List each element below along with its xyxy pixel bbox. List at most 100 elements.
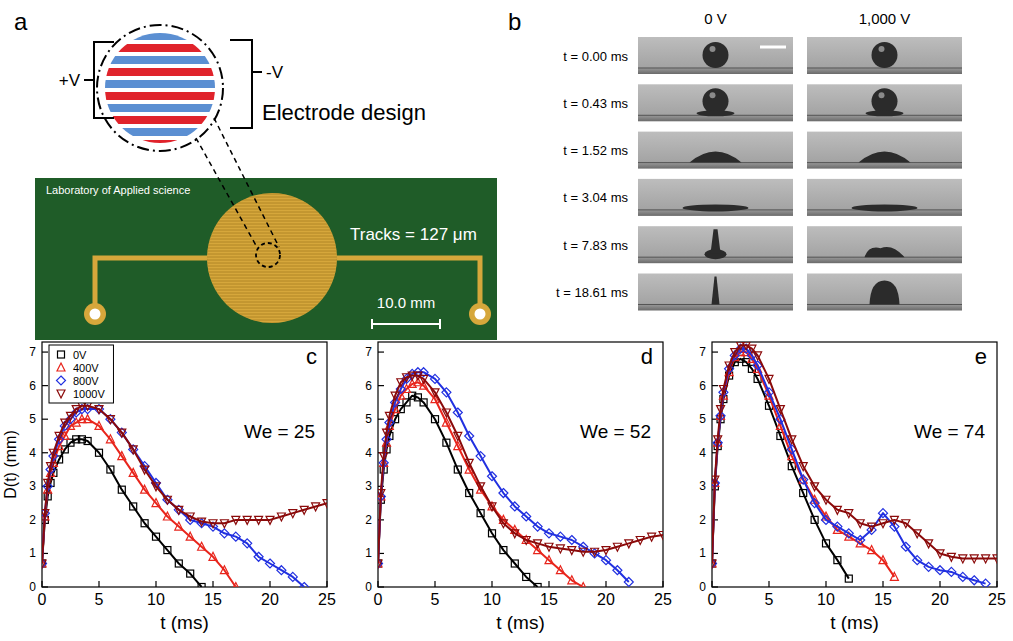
photo-frame xyxy=(638,132,793,169)
data-point xyxy=(844,529,853,538)
plot-frame xyxy=(42,342,327,587)
track xyxy=(200,257,345,258)
data-point xyxy=(466,490,473,497)
data-point xyxy=(970,576,979,585)
x-tick-label: 25 xyxy=(988,591,1006,608)
drop xyxy=(703,42,729,68)
track xyxy=(200,236,345,237)
drop xyxy=(870,281,900,305)
series-line xyxy=(378,376,663,564)
data-point xyxy=(590,549,599,558)
x-tick-label: 5 xyxy=(95,591,104,608)
data-point xyxy=(499,489,508,498)
data-point xyxy=(947,567,956,576)
panel-letter: b xyxy=(508,8,521,35)
data-point xyxy=(822,515,831,524)
data-point xyxy=(107,466,114,473)
x-tick-label: 15 xyxy=(540,591,558,608)
data-point xyxy=(913,556,922,565)
tracks-label: Tracks = 127 μm xyxy=(350,225,477,244)
y-tick-label: 1 xyxy=(365,546,372,560)
time-label: t = 1.52 ms xyxy=(563,143,628,158)
data-point xyxy=(454,466,461,473)
data-point xyxy=(788,436,796,444)
drop-jet xyxy=(711,229,721,253)
data-point xyxy=(936,550,944,558)
data-point xyxy=(624,577,633,586)
photo-frame xyxy=(638,37,793,74)
drop-jet xyxy=(712,277,720,305)
data-point xyxy=(44,479,52,487)
data-point xyxy=(197,519,206,528)
track xyxy=(200,323,345,324)
track xyxy=(200,284,345,285)
data-point xyxy=(719,385,727,393)
column-head: 1,000 V xyxy=(859,10,911,27)
minus-label: -V xyxy=(266,63,284,82)
track xyxy=(200,230,345,231)
y-tick-label: 2 xyxy=(29,513,36,527)
data-point xyxy=(731,349,739,357)
y-tick xyxy=(712,351,718,352)
track xyxy=(200,239,345,240)
track xyxy=(200,200,345,201)
data-point xyxy=(776,406,784,414)
data-point xyxy=(579,548,587,556)
drop xyxy=(683,204,749,211)
data-point xyxy=(811,516,818,523)
annotation: We = 74 xyxy=(914,421,985,442)
data-point xyxy=(810,499,819,508)
y-tick-label: 6 xyxy=(365,379,372,393)
time-label: t = 0.00 ms xyxy=(563,49,628,64)
x-tick-label: 15 xyxy=(874,591,892,608)
data-point xyxy=(72,406,80,414)
x-tick-label: 10 xyxy=(483,591,501,608)
plot-marks xyxy=(42,402,327,587)
y-tick-label: 6 xyxy=(699,379,706,393)
data-point xyxy=(476,452,485,461)
series-line xyxy=(42,406,327,564)
x-tick-label: 5 xyxy=(765,591,774,608)
scale-bar xyxy=(372,323,440,325)
electrode-title: Electrode design xyxy=(262,100,426,125)
data-point xyxy=(982,555,990,563)
data-point xyxy=(833,506,841,514)
board-label: Laboratory of Applied science xyxy=(46,184,190,196)
trace xyxy=(337,258,480,312)
legend-marker xyxy=(57,390,65,398)
photo-frame xyxy=(638,84,793,121)
data-point xyxy=(959,555,967,563)
data-point xyxy=(232,516,240,524)
y-tick-label: 3 xyxy=(29,479,36,493)
x-tick-label: 0 xyxy=(374,591,383,608)
data-point xyxy=(130,503,137,510)
track xyxy=(200,290,345,291)
data-point xyxy=(312,503,320,511)
track xyxy=(200,320,345,321)
data-point xyxy=(454,432,462,440)
time-label: t = 0.43 ms xyxy=(563,96,628,111)
data-point xyxy=(61,419,69,427)
data-point xyxy=(243,516,251,524)
x-tick xyxy=(155,581,156,587)
data-point xyxy=(431,389,439,397)
y-tick-label: 2 xyxy=(365,513,372,527)
track xyxy=(200,197,345,198)
track xyxy=(200,305,345,306)
track xyxy=(200,227,345,228)
track xyxy=(200,308,345,309)
drop-skirt xyxy=(866,110,904,116)
series-line xyxy=(378,372,629,582)
data-point xyxy=(556,532,565,541)
data-point xyxy=(266,516,274,524)
data-point xyxy=(788,463,795,470)
x-tick-label: 10 xyxy=(147,591,165,608)
x-tick xyxy=(882,581,883,587)
photo-frame xyxy=(807,179,962,216)
electrode-strip xyxy=(100,92,220,100)
scale-label: 10.0 mm xyxy=(377,294,435,311)
data-point xyxy=(391,392,399,400)
data-point xyxy=(822,496,830,504)
magnified-electrodes xyxy=(100,32,220,148)
data-point xyxy=(153,533,160,540)
